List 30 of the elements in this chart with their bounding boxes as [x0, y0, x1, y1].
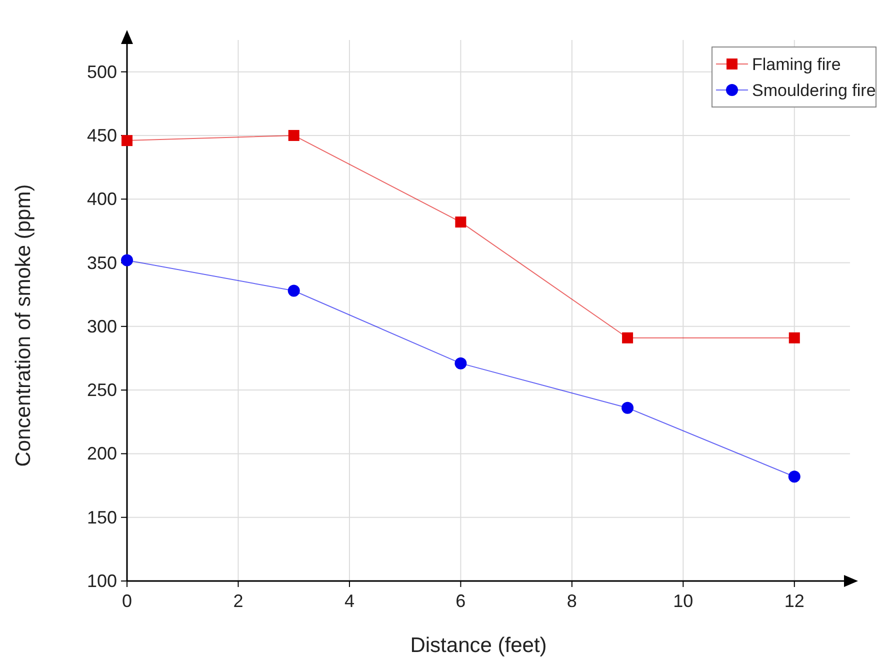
y-tick-label: 300: [86, 316, 117, 336]
point: [622, 332, 634, 344]
x-tick-label: 12: [784, 591, 804, 611]
point: [788, 470, 800, 483]
x-axis-title: Distance (feet): [410, 634, 547, 657]
point: [121, 254, 133, 266]
y-tick-label: 450: [86, 125, 117, 146]
point: [455, 216, 466, 228]
x-tick-label: 2: [233, 591, 244, 611]
point: [788, 332, 800, 344]
y-tick-label: 400: [86, 189, 117, 210]
point: [454, 357, 467, 370]
y-axis-title: Concentration of smoke (ppm): [12, 184, 35, 467]
x-tick-label: 4: [344, 591, 354, 611]
point: [622, 402, 634, 414]
legend-label: Smouldering fire: [752, 81, 876, 100]
point: [288, 284, 300, 297]
y-tick-label: 250: [86, 380, 117, 400]
x-tick-label: 0: [122, 591, 132, 611]
legend-label: Flaming fire: [752, 55, 841, 74]
y-tick-label: 200: [86, 444, 117, 464]
x-tick-label: 8: [566, 591, 577, 611]
y-tick-label: 350: [86, 252, 117, 273]
point: [288, 130, 300, 141]
y-tick-label: 500: [86, 62, 117, 82]
x-tick-label: 6: [456, 591, 466, 611]
x-tick-label: 10: [673, 591, 694, 611]
y-tick-label: 100: [86, 571, 117, 591]
point: [122, 135, 132, 146]
y-tick-label: 150: [86, 507, 117, 528]
